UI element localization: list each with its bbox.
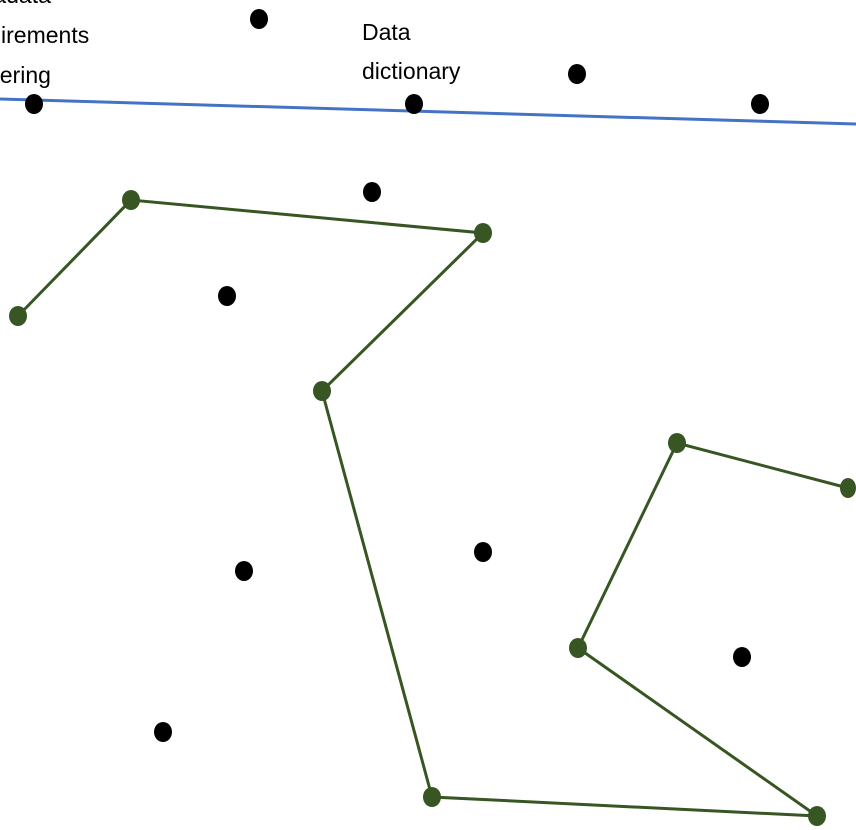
label-line: Metadata <box>0 0 51 8</box>
path-node <box>668 433 686 453</box>
label-line: requirements <box>0 22 89 48</box>
path-node <box>423 787 441 807</box>
dot <box>733 647 751 667</box>
path-node <box>9 306 27 326</box>
path-node <box>474 223 492 243</box>
path-node <box>313 381 331 401</box>
dot <box>363 182 381 202</box>
label-line: dictionary <box>362 58 461 84</box>
timeline-line <box>0 97 856 126</box>
label-metadata-requirements: Metadata requirements gathering <box>0 0 96 88</box>
label-line: Data <box>362 19 411 45</box>
path-left <box>16 198 849 818</box>
dot <box>25 94 43 114</box>
label-line: gathering <box>0 62 51 88</box>
dot <box>568 64 586 84</box>
black-dots <box>25 9 769 742</box>
path-node <box>569 638 587 658</box>
path-node <box>122 190 140 210</box>
dot <box>751 94 769 114</box>
dot <box>235 561 253 581</box>
path-node <box>840 478 856 498</box>
path-node <box>808 806 826 826</box>
label-data-dictionary: Data dictionary <box>362 19 461 84</box>
path-nodes <box>9 190 856 826</box>
dot <box>474 542 492 562</box>
dot <box>250 9 268 29</box>
dot <box>218 286 236 306</box>
dot <box>405 94 423 114</box>
dot <box>154 722 172 742</box>
